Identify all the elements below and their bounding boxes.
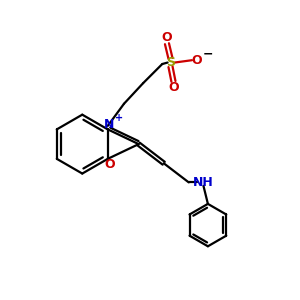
Text: S: S [166, 56, 175, 69]
Text: O: O [192, 54, 202, 67]
Text: O: O [162, 31, 172, 44]
Text: +: + [115, 113, 123, 123]
Text: −: − [202, 47, 213, 60]
Text: O: O [104, 158, 115, 171]
Text: N: N [104, 118, 114, 130]
Text: NH: NH [193, 176, 214, 189]
Text: O: O [168, 81, 179, 94]
